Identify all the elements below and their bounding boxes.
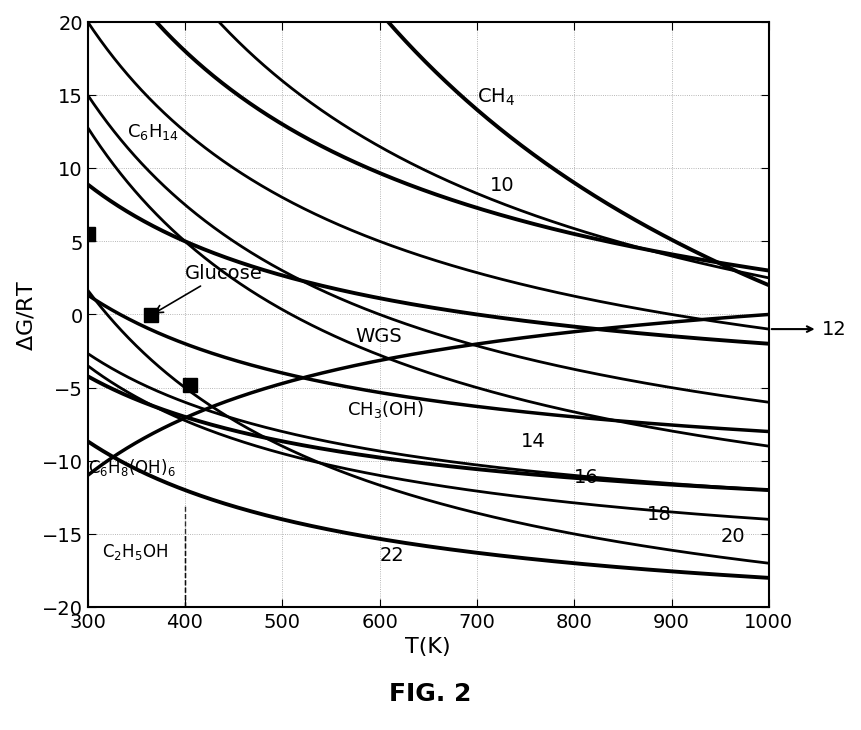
Y-axis label: $\Delta$G/RT: $\Delta$G/RT xyxy=(15,280,36,350)
Text: 18: 18 xyxy=(647,504,672,523)
Text: 20: 20 xyxy=(720,526,745,545)
Text: CH$_3$(OH): CH$_3$(OH) xyxy=(348,399,424,419)
Text: WGS: WGS xyxy=(356,326,402,345)
Text: 12: 12 xyxy=(822,320,847,339)
Text: Glucose: Glucose xyxy=(155,264,263,313)
Text: C$_6$H$_{14}$: C$_6$H$_{14}$ xyxy=(127,121,179,142)
Text: 16: 16 xyxy=(574,468,599,487)
Text: C$_6$H$_8$(OH)$_6$: C$_6$H$_8$(OH)$_6$ xyxy=(88,457,176,477)
Text: 14: 14 xyxy=(521,431,545,450)
Text: 10: 10 xyxy=(490,176,514,195)
Text: CH$_4$: CH$_4$ xyxy=(477,87,515,108)
Text: FIG. 2: FIG. 2 xyxy=(389,682,472,705)
X-axis label: T(K): T(K) xyxy=(406,637,451,656)
Text: 22: 22 xyxy=(380,545,405,564)
Text: C$_2$H$_5$OH: C$_2$H$_5$OH xyxy=(102,541,169,561)
